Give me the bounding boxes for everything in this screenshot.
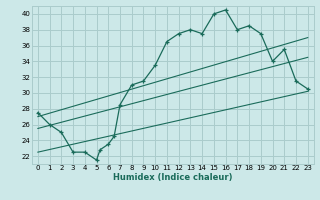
X-axis label: Humidex (Indice chaleur): Humidex (Indice chaleur) [113,173,233,182]
